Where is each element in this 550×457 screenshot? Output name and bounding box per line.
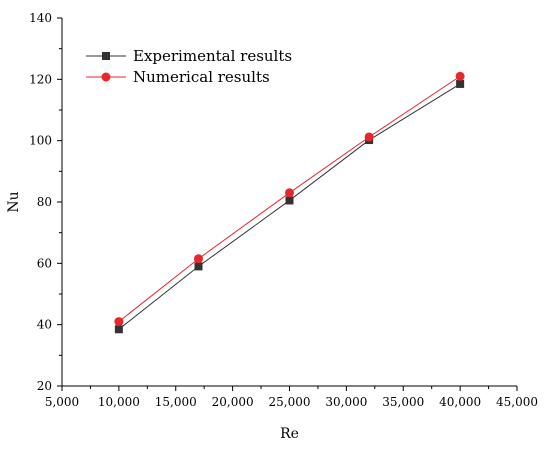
data-point bbox=[285, 188, 294, 198]
data-point bbox=[455, 71, 465, 81]
y-tick-label: 140 bbox=[29, 11, 52, 25]
y-tick-label: 40 bbox=[37, 318, 52, 332]
x-tick-label: 10,000 bbox=[98, 395, 140, 409]
series-numerical bbox=[114, 71, 465, 327]
x-tick-label: 40,000 bbox=[439, 395, 481, 409]
series-experimental bbox=[114, 79, 465, 334]
x-tick-label: 35,000 bbox=[382, 395, 424, 409]
data-point bbox=[114, 317, 124, 327]
y-tick-label: 120 bbox=[29, 72, 52, 86]
y-tick-label: 60 bbox=[37, 256, 52, 270]
x-tick-label: 20,000 bbox=[212, 395, 254, 409]
legend: Experimental results Numerical results bbox=[86, 47, 292, 86]
ticks: 5,000 10,000 15,000 20,000 25,000 30,000 35,00… bbox=[29, 11, 538, 409]
legend-item: Experimental results bbox=[86, 47, 292, 65]
x-tick-label: 15,000 bbox=[155, 395, 197, 409]
x-tick-label: 25,000 bbox=[269, 395, 311, 409]
series bbox=[114, 71, 465, 334]
series-line bbox=[118, 83, 461, 330]
legend-marker bbox=[102, 52, 110, 60]
y-tick-label: 80 bbox=[37, 195, 52, 209]
legend-marker bbox=[101, 72, 111, 82]
data-point bbox=[194, 254, 203, 264]
legend-label: Experimental results bbox=[133, 47, 292, 65]
data-point bbox=[456, 79, 465, 88]
y-tick-label: 100 bbox=[29, 134, 52, 148]
x-tick-label: 30,000 bbox=[325, 395, 367, 409]
x-tick-label: 45,000 bbox=[496, 395, 538, 409]
data-point bbox=[114, 325, 123, 334]
data-point bbox=[285, 196, 294, 205]
x-axis-title: Re bbox=[280, 426, 299, 442]
legend-label: Numerical results bbox=[133, 68, 270, 86]
legend-item: Numerical results bbox=[86, 68, 270, 86]
y-axis-title: Nu bbox=[6, 191, 22, 212]
data-point bbox=[364, 132, 374, 142]
y-tick-label: 20 bbox=[37, 379, 52, 393]
x-tick-label: 5,000 bbox=[45, 395, 79, 409]
data-point bbox=[194, 262, 203, 271]
